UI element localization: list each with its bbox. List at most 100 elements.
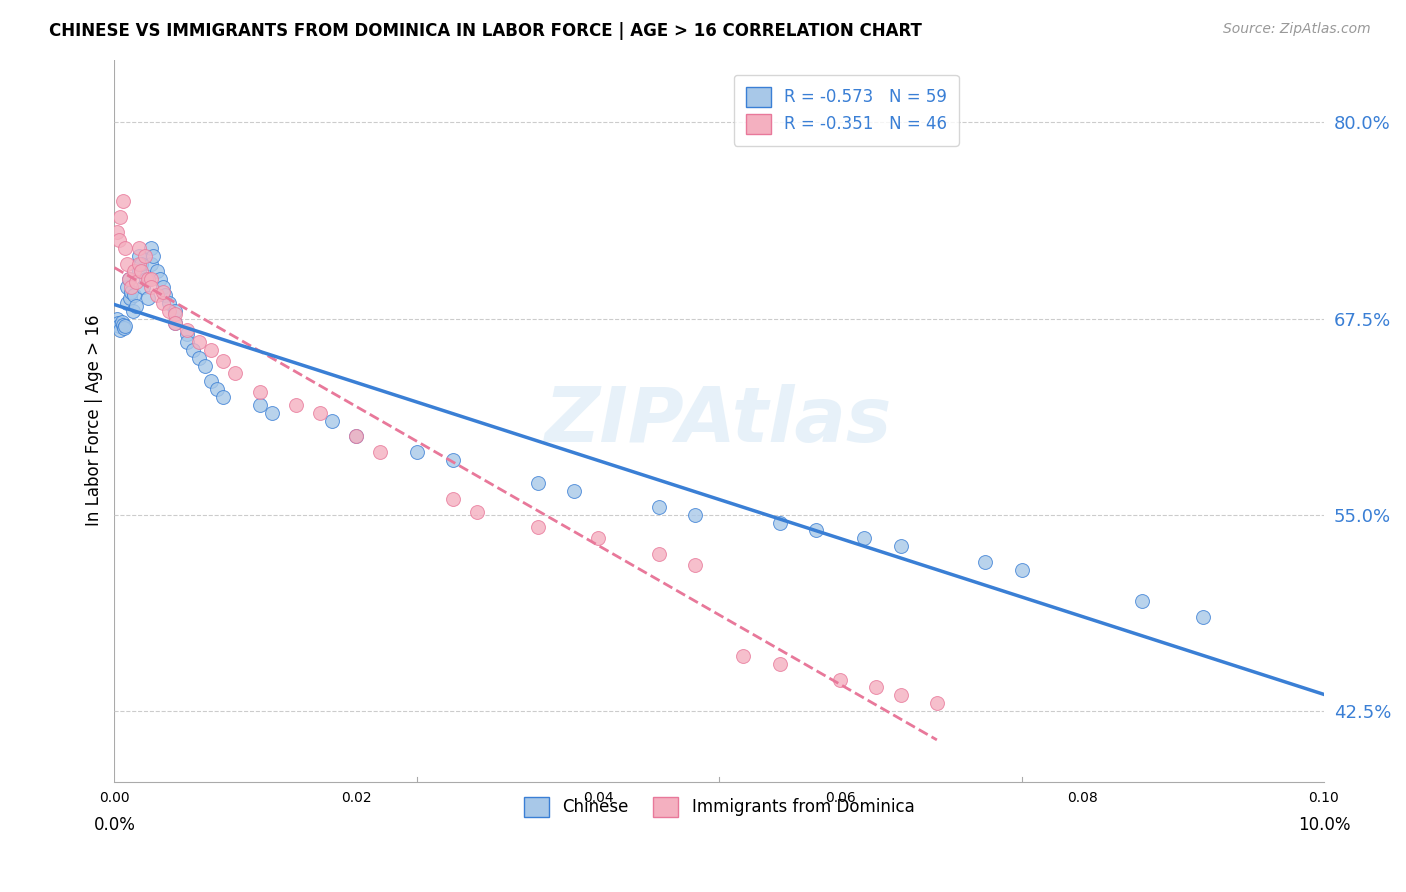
Point — [163, 316, 186, 330]
Point — [890, 539, 912, 553]
Point — [224, 367, 246, 381]
Point — [142, 249, 165, 263]
Point — [769, 516, 792, 530]
Point — [112, 321, 135, 335]
Point — [135, 272, 157, 286]
Point — [149, 272, 172, 286]
Point — [128, 249, 150, 263]
Point — [441, 491, 464, 506]
Point — [128, 257, 150, 271]
Point — [344, 429, 367, 443]
Point — [118, 272, 141, 286]
Point — [105, 225, 128, 239]
Point — [105, 311, 128, 326]
Y-axis label: In Labor Force | Age > 16: In Labor Force | Age > 16 — [86, 315, 103, 526]
Point — [647, 500, 669, 514]
Point — [139, 272, 162, 286]
Point — [128, 241, 150, 255]
Text: 0.0%: 0.0% — [93, 816, 135, 834]
Point — [145, 288, 167, 302]
Point — [194, 359, 217, 373]
Point — [865, 681, 887, 695]
Point — [134, 249, 156, 263]
Point — [128, 264, 150, 278]
Point — [107, 316, 129, 330]
Point — [974, 555, 997, 569]
Point — [157, 296, 180, 310]
Point — [163, 307, 186, 321]
Point — [120, 280, 142, 294]
Point — [249, 385, 271, 400]
Point — [114, 319, 136, 334]
Point — [120, 291, 142, 305]
Point — [121, 303, 143, 318]
Point — [321, 413, 343, 427]
Text: CHINESE VS IMMIGRANTS FROM DOMINICA IN LABOR FORCE | AGE > 16 CORRELATION CHART: CHINESE VS IMMIGRANTS FROM DOMINICA IN L… — [49, 22, 922, 40]
Point — [122, 288, 145, 302]
Point — [200, 343, 222, 357]
Point — [108, 233, 131, 247]
Point — [139, 280, 162, 294]
Point — [139, 257, 162, 271]
Point — [115, 296, 138, 310]
Point — [111, 315, 134, 329]
Point — [1132, 594, 1154, 608]
Point — [344, 429, 367, 443]
Point — [683, 558, 706, 572]
Point — [370, 445, 392, 459]
Point — [249, 398, 271, 412]
Point — [804, 524, 827, 538]
Point — [1011, 563, 1033, 577]
Point — [586, 531, 609, 545]
Point — [853, 531, 876, 545]
Point — [155, 288, 177, 302]
Point — [212, 390, 235, 404]
Point — [176, 335, 198, 350]
Point — [562, 484, 585, 499]
Point — [465, 505, 488, 519]
Point — [176, 322, 198, 336]
Point — [122, 264, 145, 278]
Point — [188, 351, 211, 365]
Point — [181, 343, 204, 357]
Point — [163, 303, 186, 318]
Point — [125, 299, 148, 313]
Point — [114, 241, 136, 255]
Point — [152, 280, 174, 294]
Point — [309, 406, 332, 420]
Point — [125, 276, 148, 290]
Text: Source: ZipAtlas.com: Source: ZipAtlas.com — [1223, 22, 1371, 37]
Point — [145, 264, 167, 278]
Point — [120, 285, 142, 299]
Point — [139, 241, 162, 255]
Point — [925, 696, 948, 710]
Point — [212, 354, 235, 368]
Point — [129, 264, 152, 278]
Point — [733, 648, 755, 663]
Point — [115, 280, 138, 294]
Point — [111, 318, 134, 332]
Point — [260, 406, 283, 420]
Point — [108, 319, 131, 334]
Point — [441, 452, 464, 467]
Point — [152, 285, 174, 299]
Text: ZIPAtlas: ZIPAtlas — [546, 384, 893, 458]
Point — [526, 520, 548, 534]
Point — [110, 322, 132, 336]
Point — [526, 476, 548, 491]
Point — [132, 280, 155, 294]
Point — [647, 547, 669, 561]
Point — [405, 445, 427, 459]
Point — [115, 257, 138, 271]
Point — [830, 673, 852, 687]
Point — [163, 316, 186, 330]
Point — [111, 194, 134, 208]
Text: 10.0%: 10.0% — [1298, 816, 1350, 834]
Point — [118, 272, 141, 286]
Point — [1192, 609, 1215, 624]
Point — [683, 508, 706, 522]
Point — [188, 335, 211, 350]
Point — [205, 382, 228, 396]
Point — [110, 210, 132, 224]
Point — [129, 257, 152, 271]
